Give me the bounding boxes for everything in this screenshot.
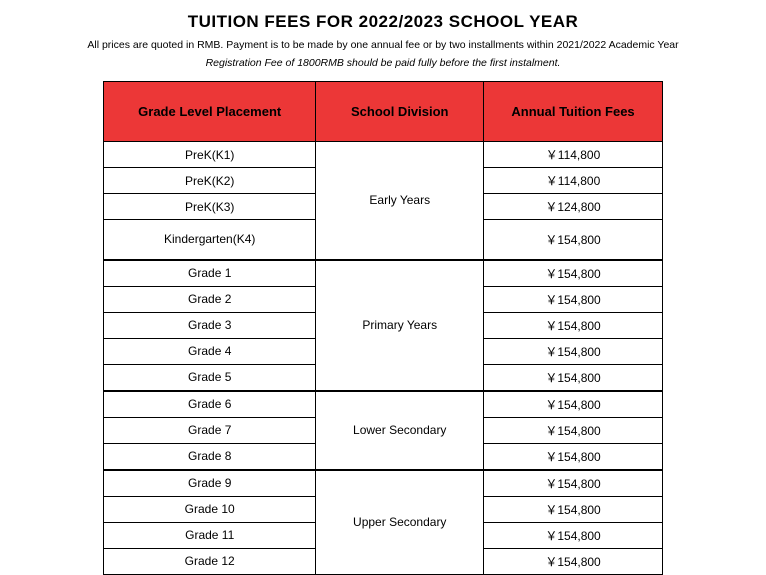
- cell-grade: Grade 5: [104, 364, 316, 391]
- cell-division: Lower Secondary: [316, 391, 484, 470]
- cell-grade: Grade 7: [104, 417, 316, 443]
- cell-fee: ￥154,800: [484, 443, 663, 470]
- table-row: Grade 9Upper Secondary￥154,800: [104, 470, 663, 497]
- cell-grade: Grade 11: [104, 522, 316, 548]
- cell-grade: Grade 2: [104, 286, 316, 312]
- cell-grade: Grade 8: [104, 443, 316, 470]
- cell-fee: ￥154,800: [484, 312, 663, 338]
- header-fee: Annual Tuition Fees: [484, 82, 663, 142]
- cell-fee: ￥154,800: [484, 496, 663, 522]
- cell-fee: ￥154,800: [484, 548, 663, 574]
- cell-fee: ￥154,800: [484, 417, 663, 443]
- table-row: Grade 1Primary Years￥154,800: [104, 260, 663, 287]
- cell-fee: ￥124,800: [484, 194, 663, 220]
- page-subtitle-2: Registration Fee of 1800RMB should be pa…: [30, 57, 736, 69]
- cell-fee: ￥154,800: [484, 522, 663, 548]
- cell-grade: Grade 1: [104, 260, 316, 287]
- table-row: Grade 6Lower Secondary￥154,800: [104, 391, 663, 418]
- cell-fee: ￥154,800: [484, 470, 663, 497]
- cell-grade: PreK(K3): [104, 194, 316, 220]
- cell-grade: Grade 10: [104, 496, 316, 522]
- tuition-table-wrap: Grade Level Placement School Division An…: [103, 81, 663, 575]
- page-subtitle-1: All prices are quoted in RMB. Payment is…: [30, 38, 736, 53]
- cell-fee: ￥154,800: [484, 220, 663, 260]
- cell-fee: ￥114,800: [484, 142, 663, 168]
- cell-fee: ￥154,800: [484, 338, 663, 364]
- cell-grade: Grade 6: [104, 391, 316, 418]
- cell-grade: Grade 3: [104, 312, 316, 338]
- cell-grade: PreK(K2): [104, 168, 316, 194]
- cell-grade: Grade 4: [104, 338, 316, 364]
- header-division: School Division: [316, 82, 484, 142]
- cell-division: Primary Years: [316, 260, 484, 391]
- cell-fee: ￥154,800: [484, 286, 663, 312]
- table-header-row: Grade Level Placement School Division An…: [104, 82, 663, 142]
- table-row: PreK(K1)Early Years￥114,800: [104, 142, 663, 168]
- cell-fee: ￥154,800: [484, 260, 663, 287]
- tuition-table: Grade Level Placement School Division An…: [103, 81, 663, 575]
- cell-grade: Grade 12: [104, 548, 316, 574]
- cell-grade: Grade 9: [104, 470, 316, 497]
- cell-grade: Kindergarten(K4): [104, 220, 316, 260]
- cell-fee: ￥114,800: [484, 168, 663, 194]
- cell-fee: ￥154,800: [484, 391, 663, 418]
- cell-grade: PreK(K1): [104, 142, 316, 168]
- cell-division: Early Years: [316, 142, 484, 260]
- header-grade: Grade Level Placement: [104, 82, 316, 142]
- table-body: PreK(K1)Early Years￥114,800PreK(K2)￥114,…: [104, 142, 663, 575]
- cell-fee: ￥154,800: [484, 364, 663, 391]
- cell-division: Upper Secondary: [316, 470, 484, 575]
- page-title: TUITION FEES FOR 2022/2023 SCHOOL YEAR: [30, 12, 736, 32]
